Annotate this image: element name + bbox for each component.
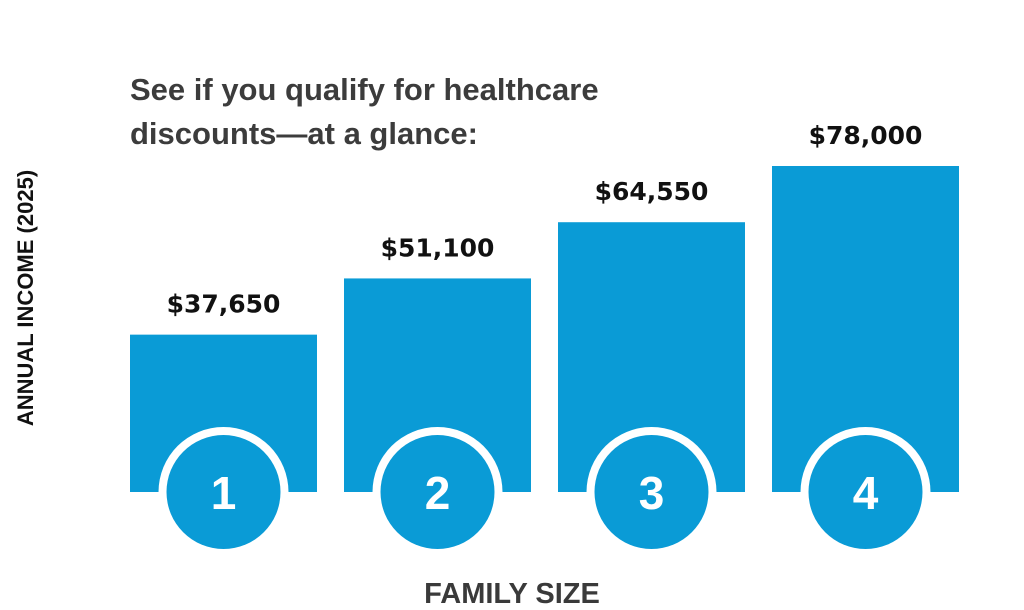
category-circle xyxy=(380,435,495,549)
bar-value-label: $37,650 xyxy=(167,290,281,319)
bar-value-label: $64,550 xyxy=(595,177,709,206)
chart-title-line-1: See if you qualify for healthcare xyxy=(130,72,599,107)
bar-value-label: $51,100 xyxy=(381,233,495,262)
category-circle xyxy=(808,435,923,549)
chart-title-line-2: discounts—at a glance: xyxy=(130,116,478,151)
y-axis-label: ANNUAL INCOME (2025) xyxy=(13,170,38,426)
bars-group: $37,650 1 $51,100 2 $64,550 3 $78,000 4 xyxy=(130,121,959,557)
bar-value-label: $78,000 xyxy=(809,121,923,150)
category-circle xyxy=(166,435,281,549)
category-tick-label: 1 xyxy=(211,467,237,519)
category-circle xyxy=(594,435,709,549)
category-tick-label: 4 xyxy=(853,467,879,519)
category-tick-label: 3 xyxy=(639,467,665,519)
x-axis-label: FAMILY SIZE xyxy=(424,578,600,610)
category-tick-label: 2 xyxy=(425,467,451,519)
